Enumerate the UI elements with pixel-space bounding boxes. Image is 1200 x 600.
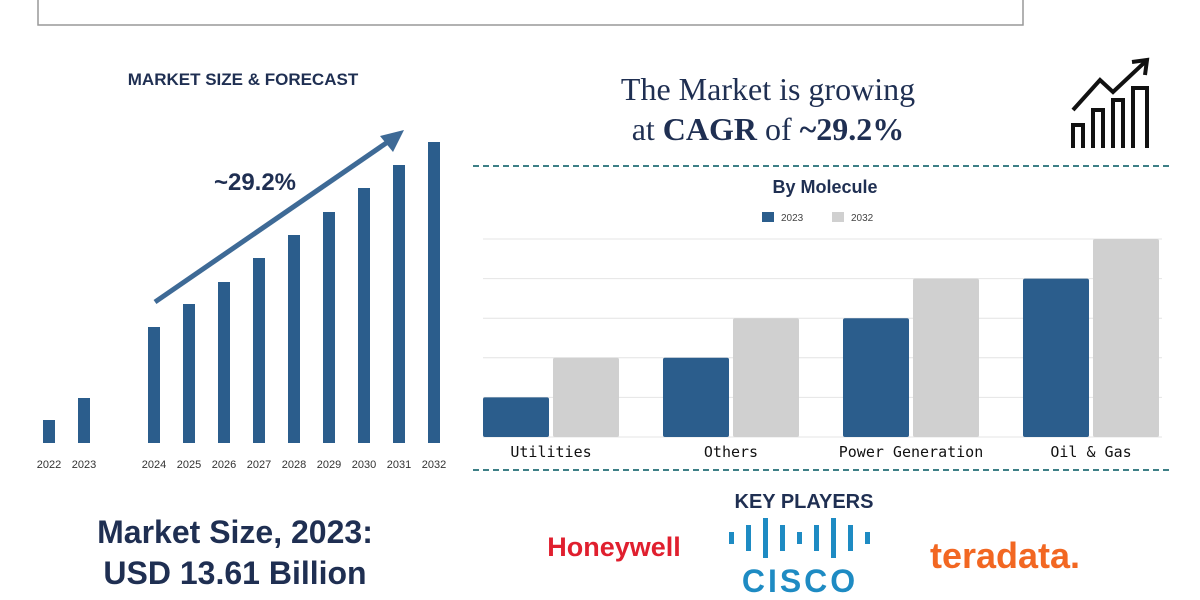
legend-label: 2023 bbox=[781, 213, 804, 224]
headline-part: at bbox=[632, 111, 663, 147]
bar bbox=[913, 278, 979, 437]
x-tick-label: 2029 bbox=[317, 459, 341, 471]
bar bbox=[183, 304, 195, 443]
bar bbox=[1093, 239, 1159, 437]
headline-part: of bbox=[757, 111, 800, 147]
headline-part: ~29.2% bbox=[800, 111, 905, 147]
logo: CISCO bbox=[742, 563, 858, 599]
chart-title: MARKET SIZE & FORECAST bbox=[128, 70, 359, 89]
bar bbox=[78, 398, 90, 443]
bar bbox=[733, 318, 799, 437]
x-tick-label: 2022 bbox=[37, 459, 61, 471]
x-tick-label: 2023 bbox=[72, 459, 96, 471]
x-tick-label: 2024 bbox=[142, 459, 166, 471]
bar bbox=[663, 357, 729, 437]
x-tick-label: Utilities bbox=[510, 443, 591, 461]
legend-swatch bbox=[832, 212, 844, 222]
bar bbox=[288, 235, 300, 443]
bar bbox=[253, 258, 265, 443]
bar bbox=[428, 142, 440, 443]
bar bbox=[148, 327, 160, 443]
x-tick-label: 2026 bbox=[212, 459, 236, 471]
market-size: Market Size, 2023: bbox=[97, 514, 373, 550]
growth-arrow bbox=[153, 134, 397, 305]
headline: at CAGR of ~29.2% bbox=[632, 111, 905, 147]
bar bbox=[483, 397, 549, 437]
x-tick-label: Others bbox=[704, 443, 758, 461]
market-size: USD 13.61 Billion bbox=[103, 555, 366, 591]
title-box bbox=[37, 0, 1024, 26]
arrow-head bbox=[380, 130, 404, 152]
bar bbox=[43, 420, 55, 443]
x-tick-label: 2030 bbox=[352, 459, 376, 471]
bar bbox=[323, 212, 335, 443]
x-tick-label: 2025 bbox=[177, 459, 201, 471]
bar bbox=[843, 318, 909, 437]
x-tick-label: Power Generation bbox=[839, 443, 984, 461]
bar bbox=[358, 188, 370, 443]
key-players-title: KEY PLAYERS bbox=[735, 491, 874, 513]
legend-label: 2032 bbox=[851, 213, 874, 224]
x-tick-label: Oil & Gas bbox=[1050, 443, 1131, 461]
chart-title: By Molecule bbox=[772, 177, 877, 197]
growth-icon bbox=[1071, 57, 1150, 148]
logo: Honeywell bbox=[547, 532, 681, 562]
bar bbox=[393, 165, 405, 443]
x-tick-label: 2027 bbox=[247, 459, 271, 471]
bar bbox=[553, 357, 619, 437]
headline: The Market is growing bbox=[621, 71, 915, 107]
headline-part: CAGR bbox=[663, 111, 758, 147]
x-tick-label: 2028 bbox=[282, 459, 306, 471]
cisco-bars bbox=[729, 518, 870, 558]
logo: teradata. bbox=[930, 535, 1080, 576]
annotation: ~29.2% bbox=[214, 169, 296, 196]
x-tick-label: 2031 bbox=[387, 459, 411, 471]
x-tick-label: 2032 bbox=[422, 459, 446, 471]
bar bbox=[1023, 278, 1089, 437]
bar bbox=[218, 282, 230, 443]
legend-swatch bbox=[762, 212, 774, 222]
